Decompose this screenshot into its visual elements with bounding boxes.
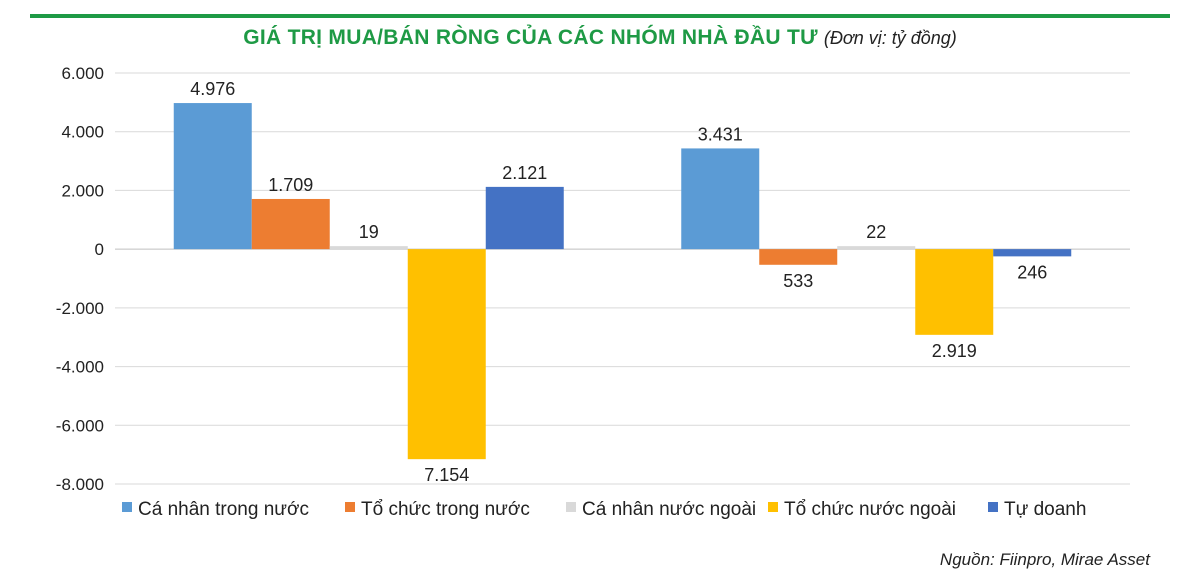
data-label: 2.121: [502, 163, 547, 183]
chart-title: GIÁ TRỊ MUA/BÁN RÒNG CỦA CÁC NHÓM NHÀ ĐẦ…: [0, 26, 1200, 50]
legend-label: Cá nhân trong nước: [138, 499, 309, 520]
data-label: 533: [783, 271, 813, 291]
data-label: 1.709: [268, 175, 313, 195]
y-tick-label: 4.000: [61, 123, 104, 142]
data-label: 22: [866, 222, 886, 242]
data-label: 246: [1017, 262, 1047, 282]
legend-swatch: [122, 502, 132, 512]
y-tick-label: -2.000: [56, 299, 104, 318]
bar: [407, 249, 486, 460]
source-note: Nguồn: Fiinpro, Mirae Asset: [939, 550, 1150, 569]
bar: [837, 246, 916, 250]
legend-label: Tổ chức trong nước: [361, 499, 530, 520]
data-label: 3.431: [698, 124, 743, 144]
bar: [681, 148, 760, 250]
bar: [485, 186, 564, 250]
data-label: 7.154: [424, 465, 469, 485]
chart-title-main: GIÁ TRỊ MUA/BÁN RÒNG CỦA CÁC NHÓM NHÀ ĐẦ…: [243, 26, 818, 49]
y-tick-label: 0: [95, 240, 104, 259]
bar: [173, 103, 252, 250]
legend-swatch: [988, 502, 998, 512]
legend-label: Cá nhân nước ngoài: [582, 499, 756, 520]
bar: [251, 198, 330, 250]
title-rule: [30, 14, 1170, 18]
legend-swatch: [768, 502, 778, 512]
bar: [329, 246, 408, 250]
bar: [759, 249, 838, 265]
y-tick-label: 6.000: [61, 64, 104, 83]
chart-title-unit: (Đơn vị: tỷ đồng): [823, 28, 957, 48]
bar: [915, 249, 994, 335]
data-label: 19: [359, 222, 379, 242]
legend-swatch: [345, 502, 355, 512]
y-tick-label: -4.000: [56, 358, 104, 377]
y-tick-label: -8.000: [56, 475, 104, 494]
y-tick-label: -6.000: [56, 416, 104, 435]
legend-swatch: [566, 502, 576, 512]
legend-label: Tổ chức nước ngoài: [784, 499, 956, 520]
data-label: 4.976: [190, 79, 235, 99]
y-tick-label: 2.000: [61, 181, 104, 200]
legend-label: Tự doanh: [1004, 499, 1086, 520]
data-label: 2.919: [932, 341, 977, 361]
bar: [993, 249, 1072, 257]
